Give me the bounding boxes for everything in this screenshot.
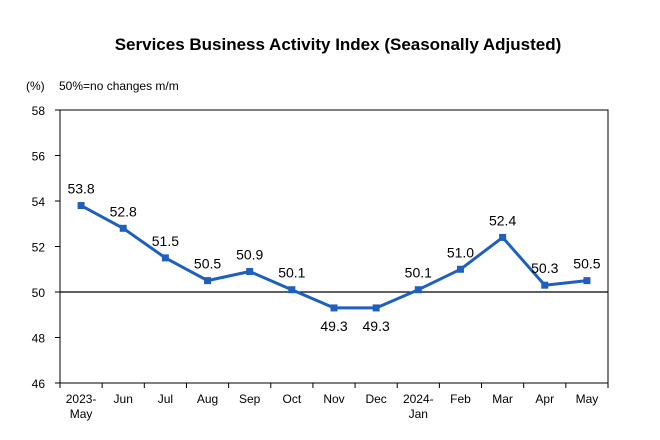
data-label: 50.5 [194,256,221,272]
x-tick-label: Jul [158,392,173,406]
y-tick-label: 48 [32,332,46,346]
x-tick-label: Jan [409,407,428,421]
data-label: 52.4 [489,212,516,228]
data-point [119,224,127,232]
data-label: 51.0 [447,244,474,260]
data-label: 50.3 [531,260,558,276]
data-point [330,304,338,312]
data-label: 49.3 [320,318,347,334]
x-tick-label: Feb [450,392,471,406]
data-point [414,286,422,294]
data-label: 50.1 [405,265,432,281]
y-tick-label: 52 [32,241,46,255]
x-tick-label: Apr [535,392,554,406]
x-tick-label: May [70,407,93,421]
data-label: 50.5 [573,256,600,272]
data-point [541,281,549,289]
x-tick-label: Dec [365,392,386,406]
x-tick-label: Aug [197,392,218,406]
y-tick-label: 58 [32,104,46,118]
chart-title: Services Business Activity Index (Season… [115,35,562,54]
data-point [161,254,169,262]
x-tick-label: Nov [323,392,344,406]
data-label: 51.5 [152,233,179,249]
data-label: 49.3 [363,318,390,334]
x-tick-label: May [576,392,599,406]
y-tick-label: 56 [32,150,46,164]
y-tick-label: 46 [32,377,46,391]
x-tick-label: Oct [283,392,302,406]
x-tick-label: 2024- [403,392,434,406]
x-tick-label: Mar [492,392,513,406]
data-label: 50.1 [278,265,305,281]
data-label: 53.8 [67,181,94,197]
x-tick-label: Sep [239,392,261,406]
data-point [77,202,85,210]
data-point [499,233,507,241]
y-tick-label: 54 [32,195,46,209]
plot-frame [59,109,609,384]
data-point [456,265,464,273]
data-label: 50.9 [236,247,263,263]
data-point [372,304,380,312]
data-point [583,277,591,285]
baseline-note: 50%=no changes m/m [59,79,179,93]
x-tick-label: Jun [114,392,133,406]
x-tick-label: 2023- [66,392,97,406]
y-tick-label: 50 [32,286,46,300]
y-unit-label: (%) [26,79,45,93]
data-point [288,286,296,294]
data-point [246,268,254,276]
data-label: 52.8 [110,203,137,219]
data-point [204,277,212,285]
